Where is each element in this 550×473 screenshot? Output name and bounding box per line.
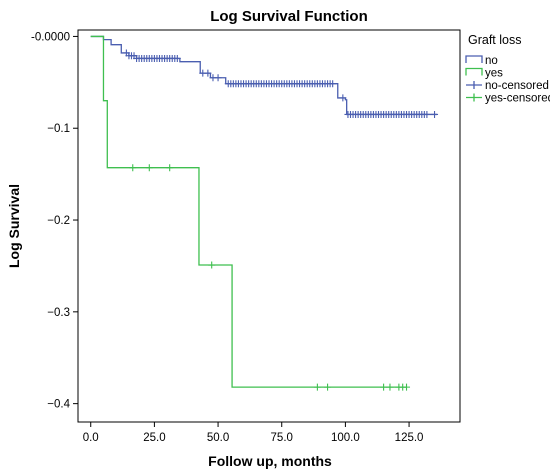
- censor-mark-no: [329, 80, 337, 88]
- censor-mark-no: [214, 74, 222, 82]
- chart-title: Log Survival Function: [210, 8, 368, 25]
- x-tick-label: 100.0: [331, 432, 360, 444]
- x-axis-label: Follow up, months: [208, 453, 332, 469]
- y-axis-label: Log Survival: [6, 184, 22, 268]
- censor-mark-yes: [403, 383, 411, 391]
- legend-swatch-no-censored: [466, 81, 482, 89]
- y-axis: -0.0000 −0.1 −0.2 −0.3 −0.4: [31, 31, 78, 411]
- legend-title: Graft loss: [468, 33, 522, 47]
- x-tick-label: 125.0: [395, 432, 424, 444]
- censor-mark-yes: [145, 164, 153, 172]
- censor-mark-yes: [313, 383, 321, 391]
- censor-mark-yes: [129, 164, 137, 172]
- plot-frame: [77, 29, 461, 423]
- legend-swatch-no: [465, 55, 483, 63]
- censor-mark-no: [339, 94, 347, 102]
- x-tick-label: 75.0: [271, 432, 293, 444]
- series-line-yes: [90, 35, 407, 388]
- censor-mark-no: [431, 110, 439, 118]
- plot-series: [90, 35, 439, 391]
- y-tick-label: −0.1: [47, 123, 70, 135]
- y-tick-label: −0.4: [47, 399, 70, 411]
- y-tick-label: −0.2: [47, 215, 70, 227]
- legend-swatch-yes-censored: [466, 93, 482, 102]
- censor-mark-no: [204, 69, 212, 77]
- y-tick-label: −0.3: [47, 307, 70, 319]
- y-tick-label: -0.0000: [31, 31, 70, 43]
- censor-mark-yes: [386, 383, 394, 391]
- censor-mark-no: [173, 54, 181, 62]
- x-axis: 0.0 25.0 50.0 75.0 100.0 125.0: [83, 422, 424, 444]
- series-line-no: [90, 35, 438, 116]
- x-tick-label: 50.0: [207, 432, 229, 444]
- legend-label-yes: yes: [485, 68, 503, 80]
- censor-mark-yes: [208, 261, 216, 269]
- x-tick-label: 0.0: [83, 432, 99, 444]
- censor-mark-no: [423, 110, 431, 118]
- censor-mark-yes: [324, 383, 332, 391]
- legend-swatch-yes: [465, 67, 483, 76]
- legend-label-no-censored: no-censored: [485, 80, 549, 92]
- censor-mark-yes: [380, 383, 388, 391]
- x-tick-label: 25.0: [143, 432, 165, 444]
- legend-label-no: no: [485, 55, 498, 67]
- censor-mark-yes: [166, 164, 174, 172]
- legend-label-yes-censored: yes-censored: [485, 93, 550, 105]
